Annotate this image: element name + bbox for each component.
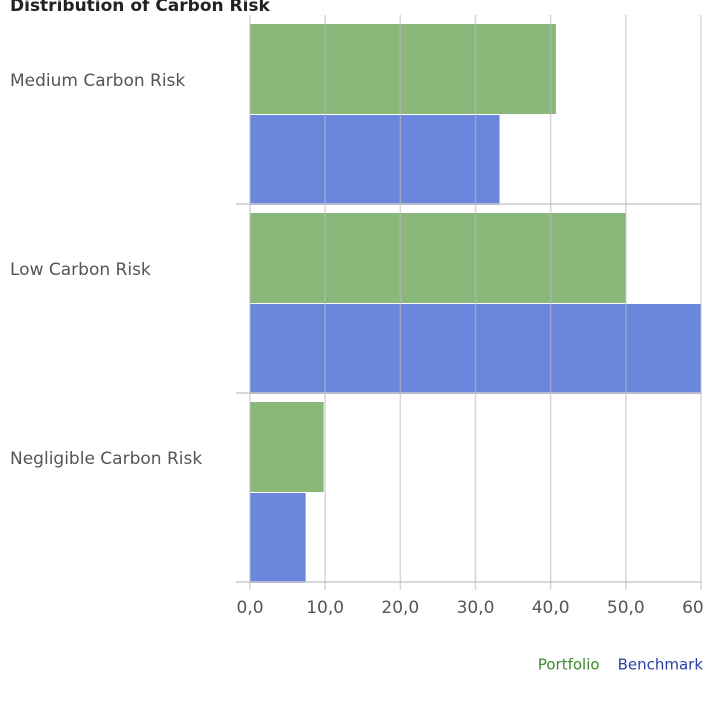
bar — [250, 493, 306, 583]
chart-title: Distribution of Carbon Risk — [10, 0, 271, 16]
category-label: Negligible Carbon Risk — [10, 449, 202, 469]
x-tick-label: 60,0 — [682, 598, 704, 618]
x-tick-label: 40,0 — [532, 598, 570, 618]
legend-entry[interactable]: Benchmark — [618, 656, 704, 674]
x-tick-label: 30,0 — [457, 598, 495, 618]
bar — [250, 402, 324, 492]
category-label: Low Carbon Risk — [10, 260, 151, 280]
bar — [250, 115, 500, 205]
x-tick-label: 20,0 — [381, 598, 419, 618]
x-tick-label: 50,0 — [607, 598, 645, 618]
category-label: Medium Carbon Risk — [10, 71, 185, 91]
x-tick-label: 10,0 — [306, 598, 344, 618]
x-tick-label: 0,0 — [236, 598, 263, 618]
legend-entry[interactable]: Portfolio — [538, 656, 600, 674]
bar — [250, 24, 556, 114]
bar — [250, 213, 626, 303]
